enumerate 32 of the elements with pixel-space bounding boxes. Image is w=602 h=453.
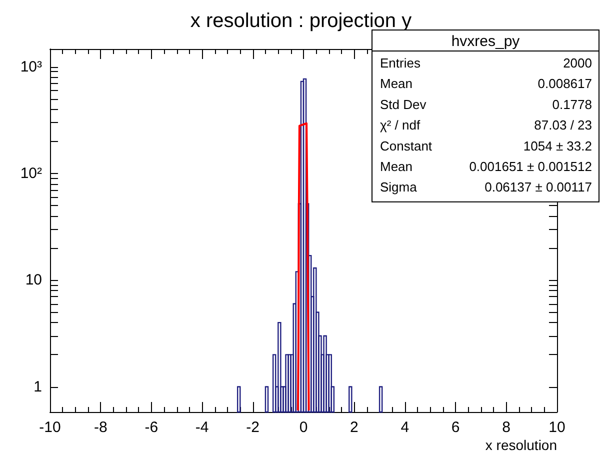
- x-tick-label: -4: [195, 419, 209, 436]
- text: 2000: [563, 56, 592, 70]
- x-tick-label: -10: [39, 419, 61, 436]
- annotation: Sigma: [380, 180, 418, 195]
- annotation: Std Dev: [380, 96, 427, 112]
- x-axis-title: x resolution: [485, 437, 557, 453]
- y-tick-label: 10²: [20, 164, 42, 182]
- annotation: Entries: [380, 56, 421, 70]
- x-tick-label: 8: [502, 419, 510, 436]
- x-tick-label: 2: [350, 419, 358, 436]
- annotation: 87.03 / 23: [534, 118, 592, 133]
- y-tick-label: 1: [34, 378, 42, 396]
- annotation: Mean: [380, 76, 413, 92]
- x-tick-label: -6: [144, 419, 158, 436]
- annotation: Constant: [380, 138, 432, 154]
- annotation: 0.06137 ± 0.00117: [484, 180, 592, 195]
- annotation: 0.008617: [538, 76, 592, 92]
- x-tick-label: 10: [548, 419, 566, 436]
- line-series: [296, 122, 310, 412]
- annotation: Mean: [380, 159, 413, 174]
- x-tick-label: 4: [400, 419, 410, 436]
- annotation: hvxres_py: [451, 33, 520, 50]
- x-tick-label: -2: [246, 419, 260, 436]
- annotation: 0.001651 ± 0.001512: [469, 159, 592, 174]
- y-tick-label: 10³: [20, 58, 42, 76]
- y-tick-label: 10: [25, 272, 42, 289]
- x-tick-label: 0: [299, 419, 308, 436]
- annotation: 1054 ± 33.2: [523, 138, 592, 154]
- annotation: χ² / ndf: [380, 118, 420, 133]
- x-tick-label: -8: [94, 419, 108, 436]
- x-tick-label: 6: [451, 419, 460, 436]
- annotation: 0.1778: [552, 96, 592, 112]
